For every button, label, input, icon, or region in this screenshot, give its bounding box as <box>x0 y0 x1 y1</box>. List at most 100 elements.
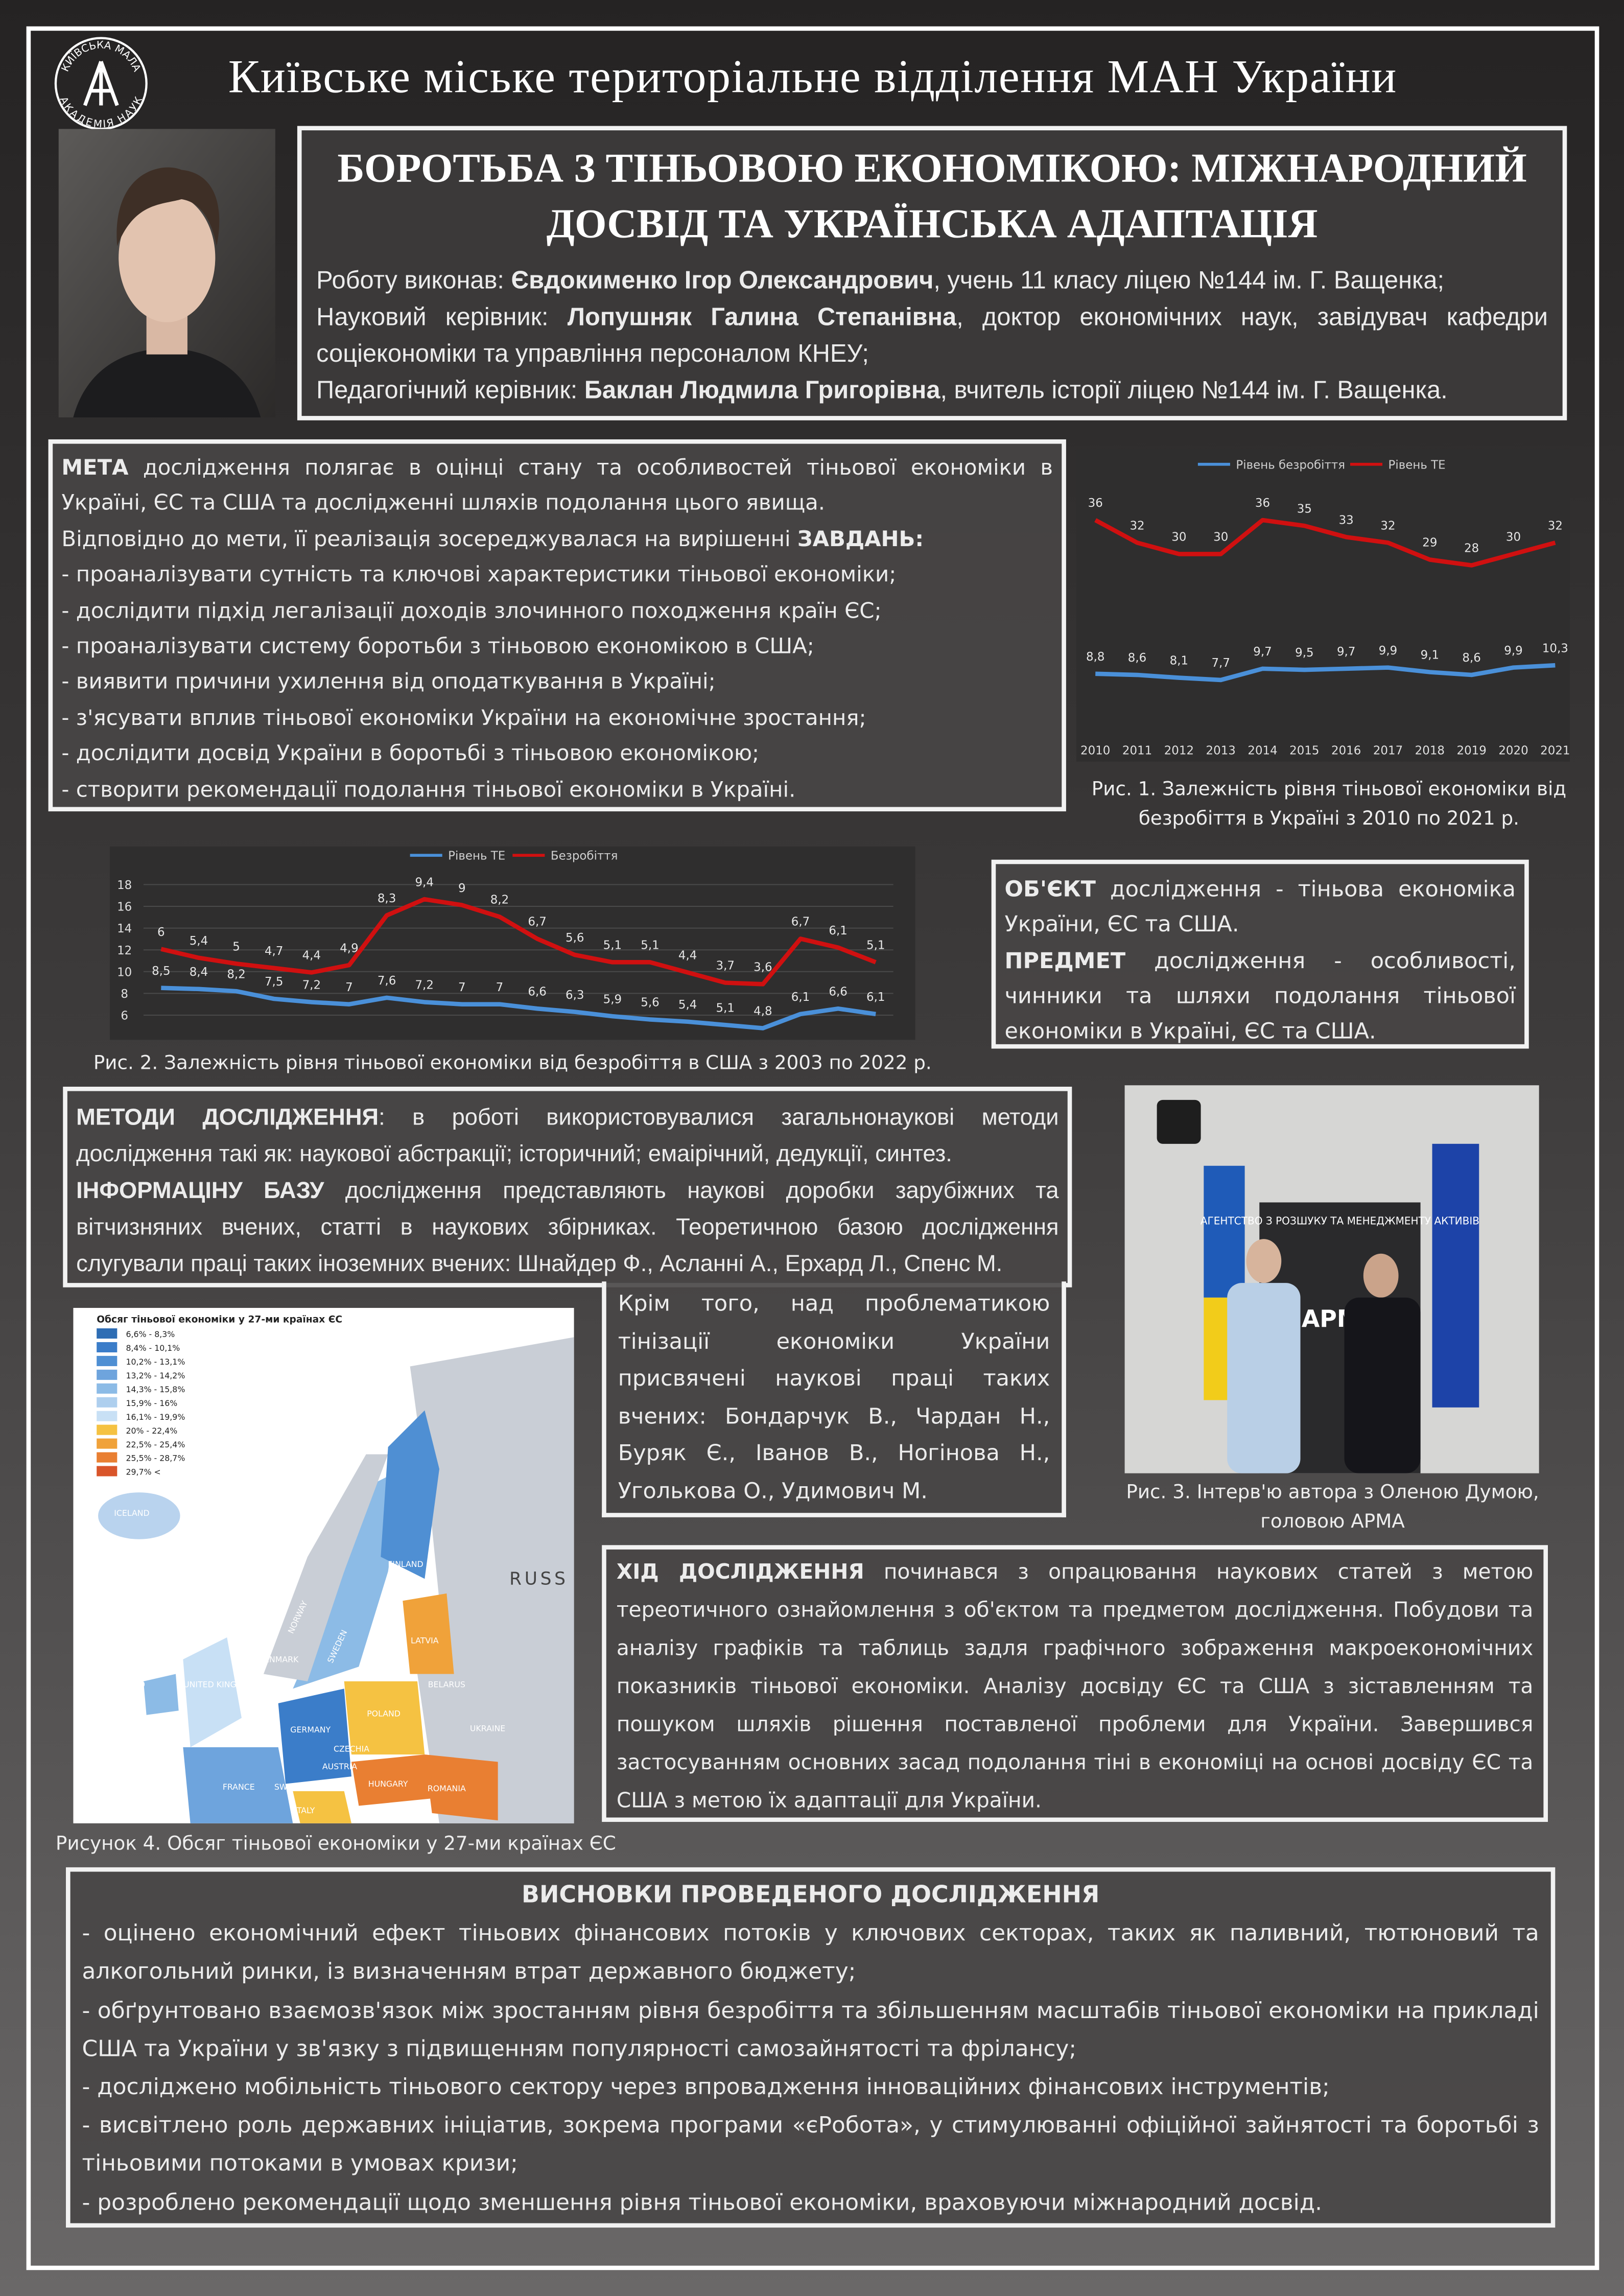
data-label: 29 <box>1422 536 1437 550</box>
author-details: , вчитель історії ліцею №144 ім. Г. Ваще… <box>940 376 1448 405</box>
data-label: 8,2 <box>227 968 245 981</box>
map-romania <box>425 1754 498 1821</box>
data-label: 5,6 <box>641 996 659 1010</box>
data-label: 32 <box>1129 519 1144 532</box>
x-tick-label: 2014 <box>1248 744 1277 757</box>
x-tick-label: 2019 <box>1457 744 1487 757</box>
map-country-label: UNITED KINGDOM <box>183 1679 256 1689</box>
paragraph: - обґрунтовано взаємозв'язок між зростан… <box>82 1991 1539 2068</box>
data-label: 6,7 <box>791 916 810 929</box>
data-label: 9,4 <box>415 876 433 889</box>
map-legend-swatch <box>97 1328 117 1339</box>
map-title: Обсяг тіньової економіки у 27-ми країнах… <box>97 1315 342 1325</box>
data-label: 8,8 <box>1086 650 1104 664</box>
data-label: 9 <box>458 882 466 895</box>
text: дослідження представляють наукові доробк… <box>76 1179 1059 1277</box>
data-label: 5,1 <box>866 939 885 952</box>
map-country-label: POLAND <box>367 1709 401 1719</box>
organization-title: Київське міське територіальне відділення… <box>228 50 1398 103</box>
y-tick-label: 6 <box>121 1010 128 1023</box>
text: Крім того, над проблематикою тінізації е… <box>618 1290 1050 1504</box>
text: Відповідно до мети, її реалізація зосере… <box>61 527 797 552</box>
methods-box: МЕТОДИ ДОСЛІДЖЕННЯ: в роботі використову… <box>63 1087 1072 1287</box>
data-label: 28 <box>1464 542 1479 555</box>
photo-hair <box>116 167 220 246</box>
map-country-label: ICELAND <box>114 1508 149 1518</box>
data-label: 33 <box>1339 513 1354 527</box>
bold-text: МЕТА <box>61 455 129 481</box>
map-legend-label: 15,9% - 16% <box>126 1398 178 1408</box>
author-line: Науковий керівник: Лопушняк Галина Степа… <box>316 299 1548 372</box>
photo-emblem <box>1157 1099 1201 1144</box>
data-label: 8,1 <box>1170 654 1188 668</box>
text: : в роботі використовувалися загальнонау… <box>76 1106 1059 1167</box>
map-country-label: FRANCE <box>223 1782 255 1792</box>
data-label: 3,7 <box>716 959 734 973</box>
data-label: 8,6 <box>1128 651 1146 665</box>
text: - дослідити досвід України в боротьбі з … <box>61 741 760 766</box>
map-legend-swatch <box>97 1383 117 1394</box>
paragraph: - виявити причини ухилення від оподаткув… <box>61 666 1053 701</box>
text: дослідження полягає в оцінці стану та ос… <box>61 455 1053 517</box>
paragraph: Крім того, над проблематикою тінізації е… <box>618 1286 1050 1510</box>
text: - проаналізувати систему боротьби з тінь… <box>61 634 814 660</box>
author-role: Роботу виконав: <box>316 266 504 295</box>
author-role: Педагогічний керівник: <box>316 376 578 405</box>
banner-text: АГЕНТСТВО З РОЗШУКУ ТА МЕНЕДЖМЕНТУ АКТИВ… <box>1201 1214 1479 1227</box>
map-land <box>410 1337 574 1823</box>
text: - оцінено економічний ефект тіньових фін… <box>82 1920 1539 1985</box>
map-france <box>183 1747 293 1823</box>
map-iceland <box>98 1492 180 1539</box>
x-tick-label: 2010 <box>1080 744 1110 757</box>
data-label: 5 <box>232 940 240 953</box>
map-legend-label: 22,5% - 25,4% <box>126 1440 185 1449</box>
map-ireland <box>143 1674 179 1715</box>
paragraph: - дослідити підхід легалізації доходів з… <box>61 594 1053 630</box>
series-line <box>160 897 877 987</box>
data-label: 9,5 <box>1295 646 1313 660</box>
paragraph: МЕТА дослідження полягає в оцінці стану … <box>61 451 1053 523</box>
data-label: 3,6 <box>754 961 772 974</box>
interview-photo: АГЕНТСТВО З РОЗШУКУ ТА МЕНЕДЖМЕНТУ АКТИВ… <box>1124 1085 1539 1473</box>
y-tick-label: 18 <box>117 879 132 892</box>
text: - дослідити підхід легалізації доходів з… <box>61 598 882 624</box>
map-legend-swatch <box>97 1397 117 1408</box>
data-label: 6,1 <box>829 924 847 938</box>
y-tick-label: 12 <box>117 944 132 957</box>
logo-emblem <box>83 61 119 106</box>
x-tick-label: 2018 <box>1415 744 1445 757</box>
map-country-label: FINLAND <box>388 1559 423 1569</box>
author-role: Науковий керівник: <box>316 303 549 331</box>
data-label: 5,9 <box>603 993 622 1006</box>
legend-label: Безробіття <box>551 850 618 863</box>
data-label: 6,7 <box>528 916 546 929</box>
x-tick-label: 2017 <box>1373 744 1403 757</box>
data-label: 5,1 <box>603 939 622 952</box>
map-legend-swatch <box>97 1369 117 1380</box>
paragraph: МЕТОДИ ДОСЛІДЖЕННЯ: в роботі використову… <box>76 1100 1059 1173</box>
map-finland <box>381 1410 439 1579</box>
data-label: 8,2 <box>490 894 509 907</box>
x-tick-label: 2020 <box>1498 744 1528 757</box>
map-uk <box>183 1637 242 1747</box>
data-label: 5,6 <box>566 931 584 945</box>
paragraph: - створити рекомендації подолання тіньов… <box>61 773 1053 809</box>
data-label: 30 <box>1213 531 1228 544</box>
data-label: 7,6 <box>378 974 396 988</box>
map-country-label: ITALY <box>294 1806 315 1815</box>
photo-face <box>119 193 216 322</box>
map-country-label: UKRAINE <box>470 1723 505 1733</box>
author-details: , доктор економічних наук, завідувач каф… <box>316 303 1548 368</box>
paragraph: - висвітлено роль державних ініціатив, з… <box>82 2106 1539 2183</box>
map-legend-label: 25,5% - 28,7% <box>126 1454 185 1463</box>
paragraph: ПРЕДМЕТ дослідження - особливості, чинни… <box>1004 943 1515 1049</box>
person-head <box>1363 1253 1399 1298</box>
map-legend-swatch <box>97 1355 117 1366</box>
text: дослідження - тіньова економіка України,… <box>1004 876 1516 938</box>
data-label: 7,5 <box>265 975 283 989</box>
data-label: 30 <box>1506 531 1521 544</box>
photo-flag-eu <box>1432 1143 1479 1408</box>
map-legend-swatch <box>97 1342 117 1353</box>
map-country-label: AUSTRIA <box>322 1762 358 1771</box>
text: - досліджено мобільність тіньового секто… <box>82 2074 1330 2100</box>
